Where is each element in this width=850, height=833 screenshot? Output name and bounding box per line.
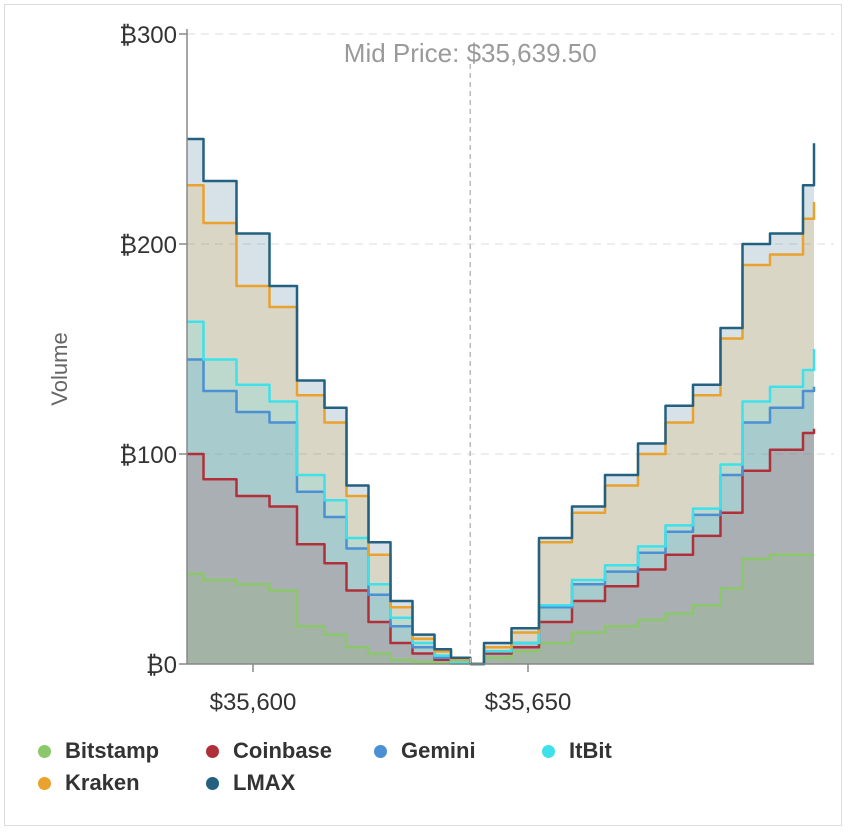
ask-line-lmax bbox=[470, 143, 816, 666]
legend-item-coinbase[interactable]: Coinbase bbox=[206, 738, 332, 764]
bid-line-kraken bbox=[187, 183, 472, 664]
bid-line-gemini bbox=[187, 358, 472, 664]
ask-area-bitstamp bbox=[470, 554, 814, 664]
ask-area-lmax bbox=[470, 143, 814, 664]
bid-area-gemini bbox=[187, 359, 471, 664]
legend-item-gemini[interactable]: Gemini bbox=[374, 738, 476, 764]
bid-line-lmax bbox=[187, 137, 472, 664]
ask-line-kraken bbox=[470, 202, 816, 666]
mid-price-annotation: Mid Price: $35,639.50 bbox=[344, 38, 597, 68]
legend-item-itbit[interactable]: ItBit bbox=[542, 738, 612, 764]
legend-item-kraken[interactable]: Kraken bbox=[38, 770, 140, 796]
ask-area-coinbase bbox=[470, 428, 814, 664]
legend-marker bbox=[206, 776, 219, 790]
bid-area-bitstamp bbox=[187, 573, 471, 664]
legend-marker bbox=[374, 744, 387, 758]
legend-marker bbox=[206, 744, 219, 758]
legend-label: Gemini bbox=[401, 738, 476, 763]
legend-marker bbox=[542, 744, 555, 758]
bid-line-bitstamp bbox=[187, 572, 472, 665]
chart-frame: ₿0 ₿100 ₿200 ₿300 $35,600 $35,650 Volume Mid … bbox=[4, 4, 842, 826]
legend-label: Bitstamp bbox=[65, 738, 160, 763]
y-tick-label: ₿0 bbox=[146, 652, 177, 679]
bid-area-itbit bbox=[187, 321, 471, 664]
bid-area-coinbase bbox=[187, 454, 471, 664]
legend-item-bitstamp[interactable]: Bitstamp bbox=[38, 738, 159, 764]
legend-marker bbox=[38, 776, 51, 790]
x-tick-label: $35,650 bbox=[485, 689, 572, 716]
legend-marker bbox=[38, 744, 51, 758]
bid-line-itbit bbox=[187, 320, 472, 664]
legend-item-lmax[interactable]: LMAX bbox=[206, 770, 295, 796]
bid-area-lmax bbox=[187, 139, 471, 664]
y-tick-label: ₿100 bbox=[119, 442, 177, 469]
y-axis-label: Volume bbox=[47, 332, 72, 405]
legend-label: ItBit bbox=[569, 738, 612, 763]
ask-area-kraken bbox=[470, 202, 814, 664]
y-tick-label: ₿200 bbox=[119, 232, 177, 259]
legend-label: LMAX bbox=[233, 770, 296, 795]
bid-line-coinbase bbox=[187, 452, 472, 664]
ask-line-itbit bbox=[470, 349, 816, 666]
bid-area-kraken bbox=[187, 185, 471, 664]
ask-area-itbit bbox=[470, 349, 814, 664]
legend-label: Coinbase bbox=[233, 738, 333, 763]
ask-line-coinbase bbox=[470, 428, 816, 666]
y-tick-label: ₿300 bbox=[119, 22, 177, 49]
x-tick-label: $35,600 bbox=[210, 689, 297, 716]
ask-area-gemini bbox=[470, 386, 814, 664]
depth-chart: ₿0 ₿100 ₿200 ₿300 $35,600 $35,650 Volume Mid … bbox=[47, 22, 834, 716]
legend-label: Kraken bbox=[65, 770, 140, 795]
